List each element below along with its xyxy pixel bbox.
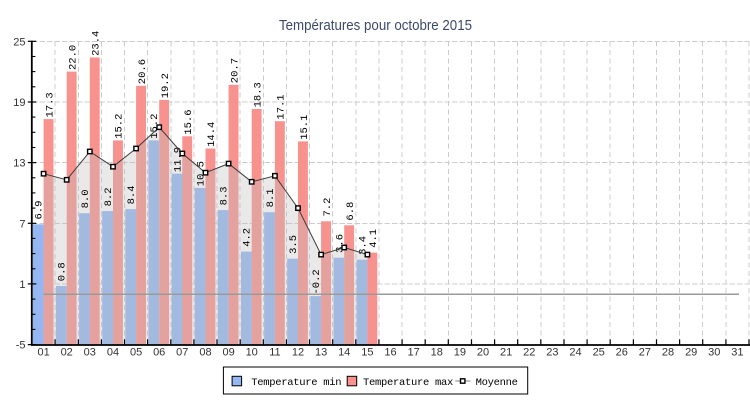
- svg-text:31: 31: [731, 347, 743, 359]
- svg-text:25: 25: [593, 347, 605, 359]
- svg-text:30: 30: [708, 347, 720, 359]
- svg-text:7: 7: [19, 218, 25, 230]
- svg-text:15.2: 15.2: [114, 114, 126, 139]
- svg-text:15.6: 15.6: [183, 109, 195, 134]
- svg-text:20.6: 20.6: [137, 59, 149, 84]
- svg-text:06: 06: [153, 347, 165, 359]
- svg-text:4.1: 4.1: [368, 229, 380, 248]
- svg-text:8.1: 8.1: [265, 188, 277, 207]
- svg-text:22.0: 22.0: [68, 45, 80, 70]
- svg-text:3.5: 3.5: [288, 235, 300, 254]
- svg-text:15: 15: [361, 347, 373, 359]
- svg-text:17.1: 17.1: [276, 94, 288, 119]
- svg-text:7.2: 7.2: [322, 198, 334, 217]
- svg-text:23: 23: [546, 347, 558, 359]
- svg-text:17.3: 17.3: [44, 92, 56, 117]
- svg-text:28: 28: [662, 347, 674, 359]
- svg-text:07: 07: [176, 347, 188, 359]
- svg-text:08: 08: [199, 347, 211, 359]
- svg-text:24: 24: [569, 347, 581, 359]
- svg-text:Temperature min: Temperature min: [251, 377, 341, 389]
- svg-text:14.4: 14.4: [206, 122, 218, 147]
- svg-text:22: 22: [523, 347, 535, 359]
- svg-text:11: 11: [269, 347, 280, 359]
- svg-text:23.4: 23.4: [91, 31, 103, 56]
- svg-text:20: 20: [477, 347, 489, 359]
- svg-text:02: 02: [61, 347, 73, 359]
- svg-text:3.4: 3.4: [357, 236, 369, 255]
- svg-text:17: 17: [407, 347, 419, 359]
- svg-text:29: 29: [685, 347, 697, 359]
- svg-text:8.0: 8.0: [80, 189, 92, 208]
- svg-text:18: 18: [431, 347, 443, 359]
- svg-text:03: 03: [84, 347, 96, 359]
- svg-text:26: 26: [616, 347, 628, 359]
- svg-text:19: 19: [13, 97, 25, 109]
- svg-text:6.8: 6.8: [345, 202, 357, 221]
- svg-text:12: 12: [292, 347, 304, 359]
- svg-text:27: 27: [639, 347, 651, 359]
- svg-text:04: 04: [107, 347, 119, 359]
- svg-text:6.9: 6.9: [34, 201, 46, 220]
- svg-text:20.7: 20.7: [229, 58, 241, 83]
- svg-text:19: 19: [454, 347, 466, 359]
- svg-text:01: 01: [37, 347, 49, 359]
- svg-text:09: 09: [222, 347, 234, 359]
- svg-text:16: 16: [384, 347, 396, 359]
- svg-text:0.8: 0.8: [57, 262, 69, 281]
- svg-text:14: 14: [338, 347, 350, 359]
- svg-text:Temperature max: Temperature max: [363, 377, 453, 389]
- svg-text:-0.2: -0.2: [311, 269, 323, 294]
- svg-text:8.2: 8.2: [103, 187, 115, 206]
- svg-text:4.2: 4.2: [242, 228, 254, 247]
- svg-text:15.2: 15.2: [149, 114, 161, 139]
- svg-text:-5: -5: [16, 340, 26, 352]
- svg-text:05: 05: [130, 347, 142, 359]
- svg-text:8.3: 8.3: [219, 186, 231, 205]
- svg-text:Températures pour octobre 2015: Températures pour octobre 2015: [279, 17, 472, 34]
- svg-text:8.4: 8.4: [126, 185, 138, 204]
- svg-text:1: 1: [19, 279, 25, 291]
- svg-text:19.2: 19.2: [160, 73, 172, 98]
- svg-text:15.1: 15.1: [299, 115, 311, 140]
- svg-text:21: 21: [500, 347, 512, 359]
- svg-text:25: 25: [13, 36, 25, 48]
- svg-text:13: 13: [13, 158, 25, 170]
- svg-text:Moyenne: Moyenne: [476, 377, 518, 389]
- svg-text:18.3: 18.3: [253, 82, 265, 107]
- svg-text:10: 10: [246, 347, 258, 359]
- svg-text:13: 13: [315, 347, 327, 359]
